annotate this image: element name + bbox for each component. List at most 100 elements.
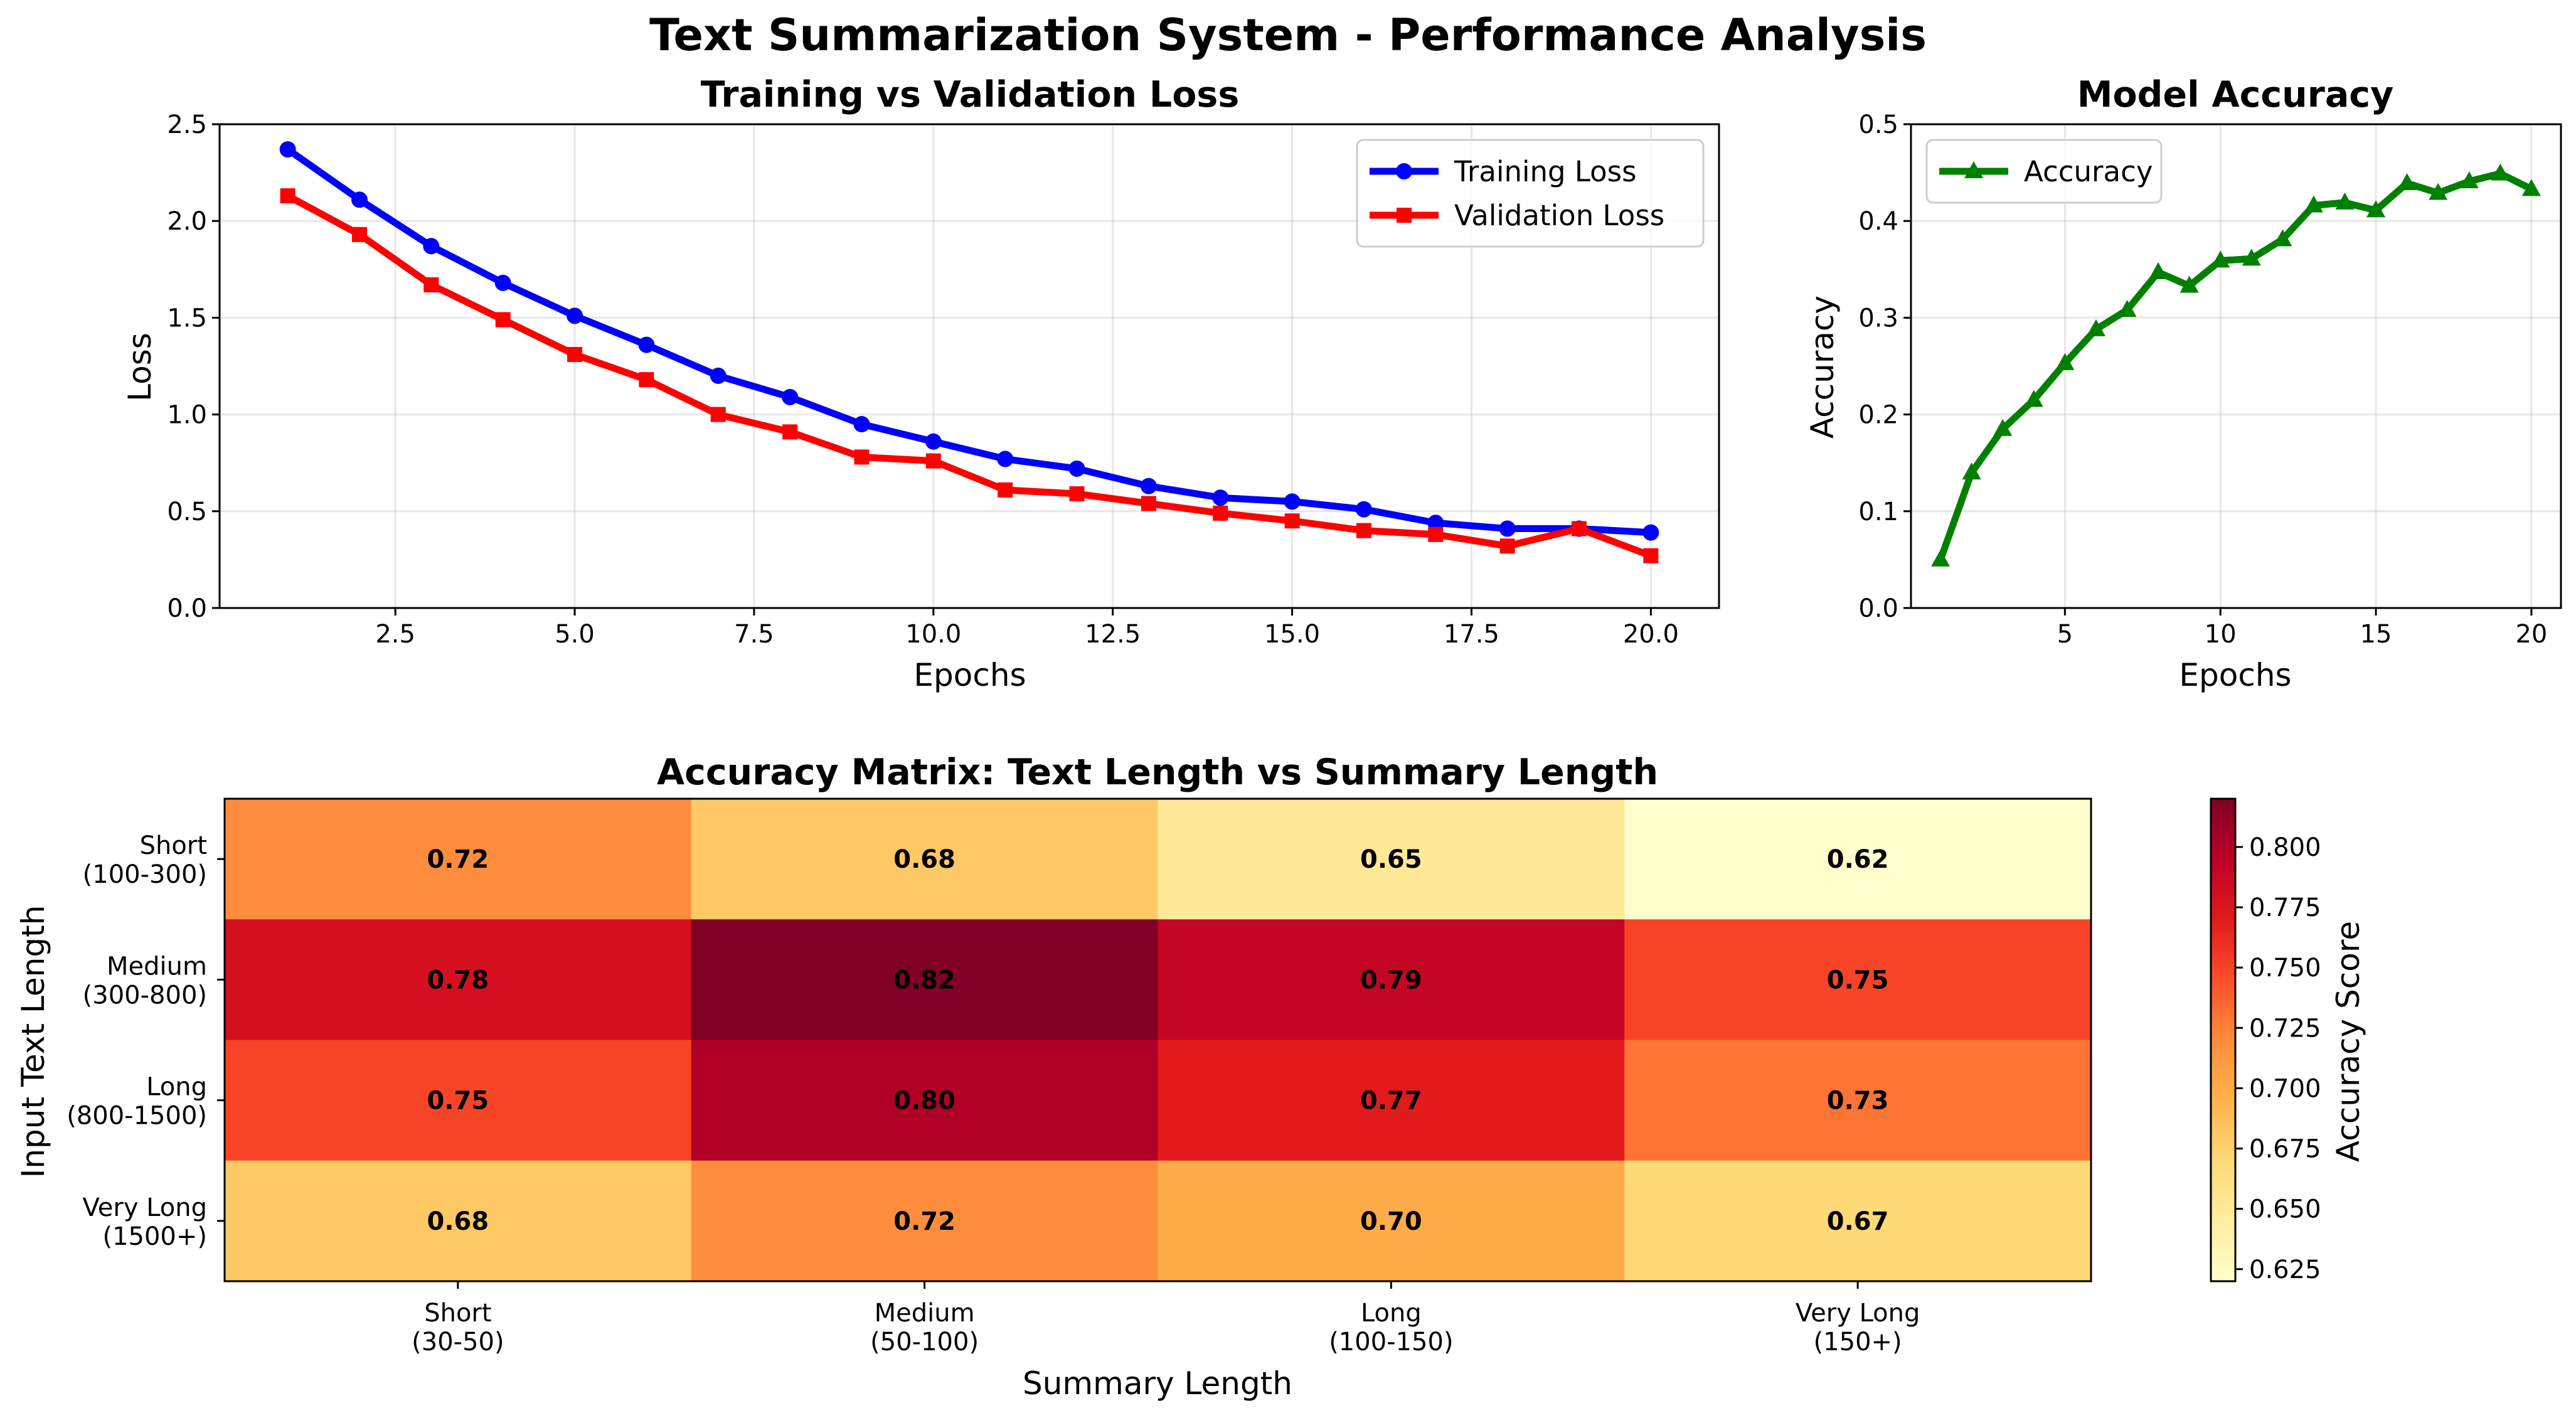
loss-y-axis-label: Loss bbox=[122, 333, 158, 402]
accuracy-x-tick-label: 5 bbox=[2057, 620, 2073, 649]
accuracy-legend: Accuracy bbox=[1925, 139, 2163, 204]
colorbar-tick-label: 0.700 bbox=[2249, 1074, 2321, 1103]
heatmap-cell-label: 0.68 bbox=[893, 845, 955, 874]
accuracy-point bbox=[2304, 195, 2323, 213]
heatmap-y-tick-label: Short bbox=[140, 831, 207, 860]
colorbar-gradient bbox=[2210, 797, 2237, 1282]
heatmap-cell-label: 0.82 bbox=[893, 966, 955, 994]
accuracy-legend-box bbox=[1925, 139, 2163, 204]
accuracy-y-tick-label: 0.4 bbox=[1858, 207, 1898, 236]
loss-point bbox=[1213, 505, 1228, 521]
heatmap-cell bbox=[691, 799, 1158, 920]
loss-legend-label: Validation Loss bbox=[1454, 199, 1664, 232]
heatmap-title: Accuracy Matrix: Text Length vs Summary … bbox=[657, 752, 1658, 793]
accuracy-point bbox=[2117, 300, 2137, 317]
loss-point bbox=[1140, 477, 1157, 494]
colorbar-tick-label: 0.725 bbox=[2249, 1014, 2321, 1043]
heatmap-cell-label: 0.75 bbox=[1827, 966, 1889, 994]
loss-point bbox=[1427, 514, 1444, 531]
heatmap-cell bbox=[691, 919, 1158, 1040]
loss-point bbox=[1356, 523, 1371, 538]
heatmap-y-axis-label: Input Text Length bbox=[15, 905, 51, 1178]
accuracy-chart-title: Model Accuracy bbox=[2077, 74, 2394, 115]
heatmap-cell-label: 0.68 bbox=[427, 1207, 489, 1236]
colorbar-tick-label: 0.675 bbox=[2249, 1135, 2321, 1164]
loss-point bbox=[495, 312, 511, 328]
loss-series-line-0 bbox=[285, 146, 1651, 536]
accuracy-point bbox=[2024, 390, 2043, 407]
accuracy-x-tick-label: 20 bbox=[2515, 620, 2547, 649]
loss-point bbox=[1499, 520, 1516, 537]
heatmap-cell-label: 0.62 bbox=[1827, 845, 1889, 874]
loss-point bbox=[279, 141, 296, 158]
accuracy-point bbox=[2055, 353, 2075, 370]
loss-x-tick-label: 15.0 bbox=[1264, 620, 1320, 649]
loss-point bbox=[998, 482, 1013, 498]
accuracy-point bbox=[2491, 163, 2510, 181]
loss-point bbox=[1069, 486, 1085, 502]
accuracy-point bbox=[2397, 173, 2417, 191]
loss-point bbox=[1428, 526, 1444, 542]
colorbar-tick-label: 0.800 bbox=[2249, 833, 2321, 862]
heatmap-cell bbox=[1158, 1040, 1625, 1161]
accuracy-legend-label: Accuracy bbox=[2024, 155, 2153, 188]
accuracy-legend-marker bbox=[1964, 161, 1983, 178]
loss-point bbox=[280, 188, 295, 204]
colorbar-tick-label: 0.750 bbox=[2249, 954, 2321, 983]
loss-point bbox=[494, 274, 511, 291]
heatmap-cell-label: 0.78 bbox=[427, 966, 489, 994]
loss-y-tick-label: 0.5 bbox=[167, 498, 207, 526]
loss-plot-frame bbox=[218, 123, 1720, 609]
heatmap-cell bbox=[1158, 1160, 1625, 1282]
accuracy-point bbox=[2335, 192, 2355, 210]
accuracy-point bbox=[2211, 250, 2230, 268]
loss-point bbox=[567, 346, 583, 362]
loss-x-tick-label: 12.5 bbox=[1085, 620, 1141, 649]
loss-y-tick-label: 1.5 bbox=[167, 304, 207, 333]
heatmap-cell bbox=[1158, 799, 1625, 920]
accuracy-point bbox=[1993, 418, 2013, 436]
colorbar-tick-label: 0.625 bbox=[2249, 1255, 2321, 1284]
loss-point bbox=[423, 238, 440, 255]
accuracy-x-axis-label: Epochs bbox=[2179, 657, 2291, 693]
loss-point bbox=[423, 277, 439, 292]
accuracy-y-axis-label: Accuracy bbox=[1804, 296, 1841, 439]
heatmap-x-tick-label: Very Long bbox=[1796, 1299, 1920, 1328]
loss-point bbox=[1642, 524, 1659, 541]
heatmap-cell-label: 0.73 bbox=[1827, 1087, 1889, 1116]
loss-point bbox=[710, 367, 726, 384]
loss-legend-marker bbox=[1397, 208, 1412, 223]
heatmap-y-tick-sublabel: (1500+) bbox=[102, 1222, 207, 1251]
loss-legend: Training Loss Validation Loss bbox=[1356, 139, 1705, 248]
heatmap-cell bbox=[691, 1040, 1158, 1161]
accuracy-point bbox=[2242, 248, 2261, 266]
heatmap-cell bbox=[1624, 1040, 2092, 1161]
loss-x-tick-label: 10.0 bbox=[905, 620, 961, 649]
heatmap-y-tick-sublabel: (800-1500) bbox=[67, 1102, 207, 1131]
loss-legend-box bbox=[1356, 139, 1705, 248]
accuracy-x-tick-label: 10 bbox=[2205, 620, 2237, 649]
loss-point bbox=[1284, 513, 1300, 529]
loss-y-tick-label: 2.5 bbox=[167, 110, 207, 139]
loss-point bbox=[710, 407, 726, 422]
loss-point bbox=[567, 307, 583, 324]
accuracy-x-tick-label: 15 bbox=[2360, 620, 2392, 649]
loss-point bbox=[1499, 538, 1515, 554]
loss-chart-title: Training vs Validation Loss bbox=[701, 74, 1240, 115]
loss-y-tick-label: 0.0 bbox=[167, 594, 207, 623]
heatmap-x-tick-label: Medium bbox=[875, 1299, 975, 1328]
heatmap-cell-label: 0.67 bbox=[1827, 1207, 1889, 1236]
loss-point bbox=[639, 372, 654, 388]
loss-point bbox=[925, 453, 941, 469]
heatmap-x-axis-label: Summary Length bbox=[1023, 1365, 1292, 1402]
loss-chart: Training vs Validation Loss Epochs Loss … bbox=[122, 74, 1720, 693]
loss-point bbox=[638, 336, 655, 353]
accuracy-point bbox=[1931, 549, 1951, 567]
accuracy-chart: Model Accuracy Epochs Accuracy 5 10 15 20 0.… bbox=[1804, 74, 2562, 693]
heatmap-y-tick-sublabel: (300-800) bbox=[83, 981, 207, 1010]
accuracy-point bbox=[2086, 319, 2105, 336]
loss-point bbox=[1572, 521, 1587, 536]
heatmap-cell-label: 0.77 bbox=[1360, 1087, 1422, 1116]
accuracy-point bbox=[2179, 275, 2199, 293]
